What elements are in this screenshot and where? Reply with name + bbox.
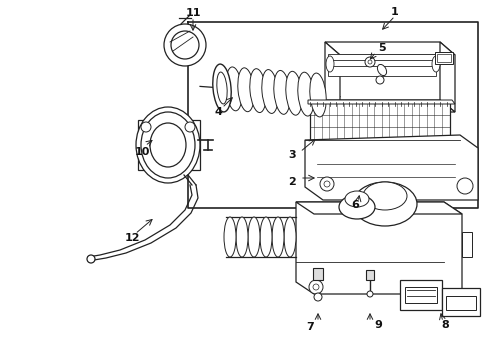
Text: 11: 11 <box>185 8 201 18</box>
Ellipse shape <box>236 217 248 257</box>
Circle shape <box>324 181 330 187</box>
Ellipse shape <box>326 56 334 72</box>
Polygon shape <box>305 135 478 200</box>
Text: 12: 12 <box>124 233 140 243</box>
Bar <box>437 54 451 62</box>
Ellipse shape <box>248 217 260 257</box>
Circle shape <box>87 255 95 263</box>
Ellipse shape <box>284 217 296 257</box>
Ellipse shape <box>345 191 369 207</box>
Bar <box>462 232 472 257</box>
Ellipse shape <box>148 120 188 170</box>
Polygon shape <box>308 100 455 104</box>
Circle shape <box>314 293 322 301</box>
Polygon shape <box>296 202 462 214</box>
Polygon shape <box>440 42 455 112</box>
Ellipse shape <box>286 71 302 115</box>
Bar <box>400 280 442 310</box>
Ellipse shape <box>141 112 195 178</box>
Bar <box>328 54 436 76</box>
Ellipse shape <box>363 182 407 210</box>
Circle shape <box>376 76 384 84</box>
Bar <box>138 120 200 170</box>
Ellipse shape <box>298 72 314 116</box>
Circle shape <box>457 178 473 194</box>
Bar <box>313 268 323 280</box>
Ellipse shape <box>217 72 227 104</box>
Circle shape <box>313 284 319 290</box>
Circle shape <box>365 57 375 67</box>
Ellipse shape <box>377 64 387 76</box>
Polygon shape <box>325 42 340 112</box>
Bar <box>405 287 437 303</box>
Text: 7: 7 <box>306 322 314 332</box>
Bar <box>446 296 476 310</box>
Text: 9: 9 <box>374 320 382 330</box>
Circle shape <box>309 280 323 294</box>
Ellipse shape <box>339 195 375 219</box>
Ellipse shape <box>214 66 230 110</box>
Text: 6: 6 <box>351 200 359 210</box>
Text: 5: 5 <box>378 43 386 53</box>
Text: 4: 4 <box>214 107 222 117</box>
Circle shape <box>185 122 195 132</box>
Ellipse shape <box>213 64 231 112</box>
Bar <box>310 102 450 140</box>
Ellipse shape <box>262 69 278 113</box>
Text: 8: 8 <box>441 320 449 330</box>
Text: 10: 10 <box>134 147 149 157</box>
Circle shape <box>320 177 334 191</box>
Circle shape <box>164 24 206 66</box>
Circle shape <box>171 31 199 59</box>
Ellipse shape <box>432 56 440 72</box>
Ellipse shape <box>136 107 200 183</box>
Bar <box>442 288 480 316</box>
Ellipse shape <box>260 217 272 257</box>
Ellipse shape <box>272 217 284 257</box>
Ellipse shape <box>226 67 242 111</box>
Ellipse shape <box>353 182 417 226</box>
Text: 2: 2 <box>288 177 296 187</box>
Ellipse shape <box>250 69 266 113</box>
Ellipse shape <box>274 71 290 114</box>
Polygon shape <box>296 202 462 294</box>
Text: 3: 3 <box>288 150 296 160</box>
Text: 1: 1 <box>391 7 399 17</box>
Circle shape <box>367 291 373 297</box>
Polygon shape <box>325 42 455 55</box>
Circle shape <box>141 122 151 132</box>
Polygon shape <box>325 100 455 112</box>
Ellipse shape <box>238 68 254 112</box>
Ellipse shape <box>224 217 236 257</box>
Bar <box>366 270 374 280</box>
Ellipse shape <box>150 123 186 167</box>
Bar <box>435 52 453 64</box>
Ellipse shape <box>310 73 326 117</box>
Circle shape <box>368 60 372 64</box>
